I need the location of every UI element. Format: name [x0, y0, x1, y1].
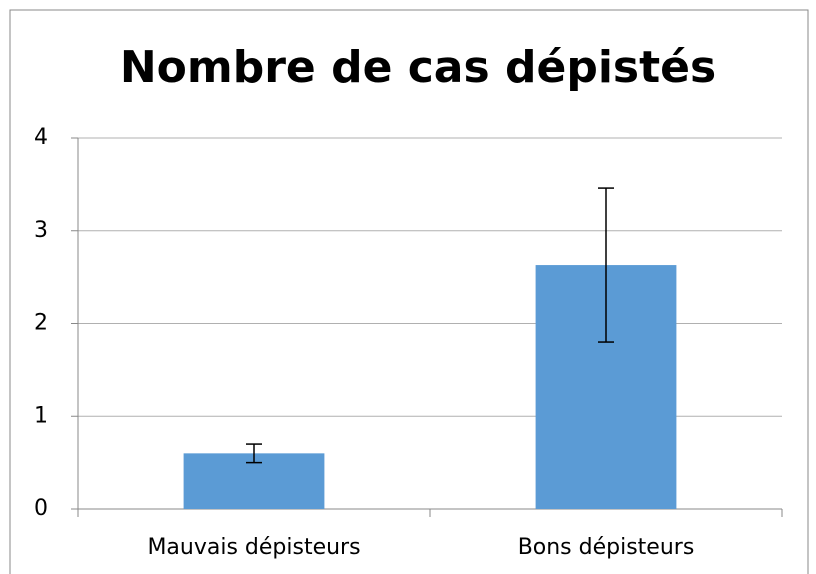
y-tick-label: 0 [34, 496, 48, 521]
y-tick-label: 1 [34, 403, 48, 428]
y-tick-label: 4 [34, 125, 48, 150]
x-tick-label: Mauvais dépisteurs [147, 535, 360, 560]
x-tick-label: Bons dépisteurs [518, 535, 695, 560]
chart-frame [9, 9, 809, 574]
y-tick-label: 3 [34, 218, 48, 243]
chart-title: Nombre de cas dépistés [120, 42, 716, 93]
y-tick-label: 2 [34, 311, 48, 336]
